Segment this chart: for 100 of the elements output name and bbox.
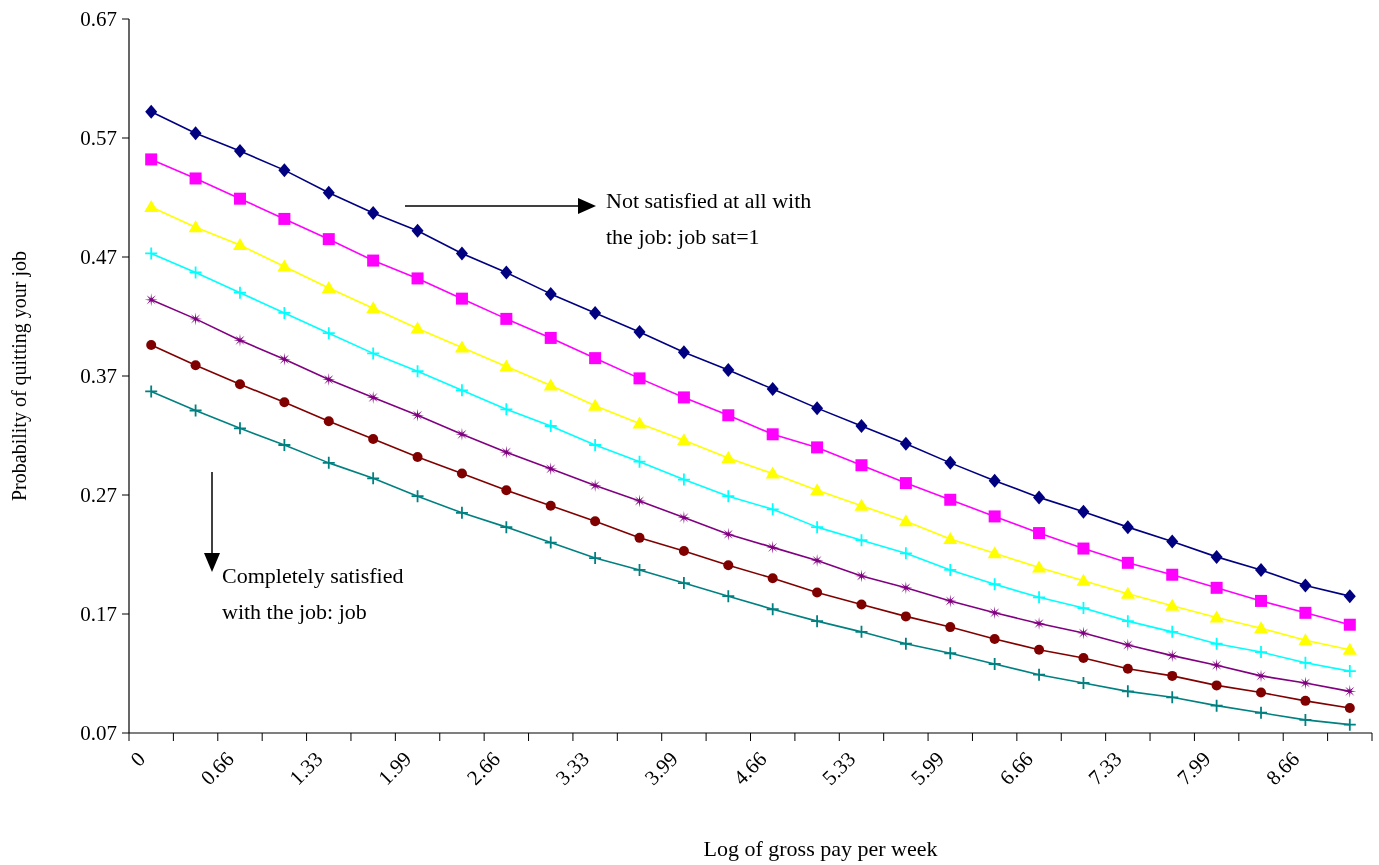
point bbox=[1166, 691, 1179, 704]
point bbox=[410, 321, 425, 334]
point bbox=[499, 445, 513, 459]
point bbox=[766, 428, 779, 441]
point bbox=[1344, 703, 1355, 714]
point bbox=[1033, 591, 1046, 604]
x-tick-label: 0 bbox=[125, 746, 150, 772]
point bbox=[811, 401, 824, 416]
point bbox=[367, 205, 380, 220]
point bbox=[189, 126, 202, 141]
point bbox=[1033, 668, 1046, 681]
point bbox=[233, 286, 246, 299]
point bbox=[988, 578, 1001, 591]
point bbox=[456, 468, 467, 479]
point bbox=[722, 363, 735, 378]
y-tick-label: 0.07 bbox=[80, 721, 117, 746]
point bbox=[633, 372, 646, 385]
point bbox=[900, 611, 911, 622]
point bbox=[1078, 653, 1089, 664]
y-tick-label: 0.27 bbox=[80, 483, 117, 508]
point bbox=[1343, 665, 1356, 678]
point bbox=[1166, 534, 1179, 549]
y-tick-label: 0.47 bbox=[80, 245, 117, 270]
point bbox=[988, 510, 1001, 523]
point bbox=[545, 500, 556, 511]
point bbox=[144, 293, 158, 307]
point bbox=[1210, 699, 1223, 712]
y-tick-label: 0.67 bbox=[80, 7, 117, 32]
point bbox=[677, 577, 690, 590]
x-tick-label: 5.99 bbox=[906, 746, 949, 790]
point bbox=[988, 606, 1002, 620]
point bbox=[322, 233, 335, 246]
point bbox=[1342, 642, 1357, 655]
point bbox=[1299, 606, 1312, 619]
point bbox=[1032, 560, 1047, 573]
point bbox=[1298, 633, 1313, 646]
point bbox=[278, 306, 291, 319]
point bbox=[1209, 610, 1224, 623]
point bbox=[544, 462, 558, 476]
point bbox=[589, 352, 602, 365]
x-tick-label: 1.99 bbox=[373, 746, 417, 790]
point bbox=[1034, 644, 1045, 655]
point bbox=[588, 398, 603, 411]
point bbox=[589, 305, 602, 320]
point bbox=[632, 416, 647, 429]
point bbox=[367, 347, 380, 360]
point bbox=[190, 360, 201, 371]
x-tick-label: 6.66 bbox=[994, 746, 1038, 790]
x-tick-label: 0.66 bbox=[195, 746, 239, 790]
point bbox=[899, 637, 912, 650]
x-tick-label: 5.33 bbox=[817, 746, 861, 790]
x-tick-label: 8.66 bbox=[1261, 746, 1305, 790]
point bbox=[765, 466, 780, 479]
point bbox=[590, 516, 601, 527]
point bbox=[1299, 578, 1312, 593]
point bbox=[188, 220, 203, 233]
point bbox=[633, 324, 646, 339]
annotation: Completely satisfied with the job: job bbox=[222, 563, 404, 624]
point bbox=[144, 200, 159, 213]
point bbox=[500, 265, 513, 280]
point bbox=[677, 345, 690, 360]
y-tick-label: 0.17 bbox=[80, 602, 117, 627]
point bbox=[678, 545, 689, 556]
x-tick-label: 1.33 bbox=[284, 746, 328, 790]
point bbox=[676, 433, 691, 446]
point bbox=[722, 409, 735, 422]
point bbox=[677, 391, 690, 404]
point bbox=[899, 547, 912, 560]
x-tick-label: 3.33 bbox=[550, 746, 594, 790]
y-axis-title: Probability of quitting your job bbox=[8, 251, 31, 501]
point bbox=[766, 382, 779, 397]
point bbox=[146, 340, 157, 351]
point bbox=[1166, 625, 1179, 638]
point bbox=[634, 532, 645, 543]
point bbox=[766, 603, 779, 616]
point bbox=[1121, 638, 1135, 652]
x-tick-label: 7.99 bbox=[1172, 746, 1216, 790]
point bbox=[455, 506, 468, 519]
point bbox=[766, 503, 779, 516]
point bbox=[501, 485, 512, 496]
point bbox=[411, 272, 424, 285]
point bbox=[1300, 695, 1311, 706]
point bbox=[279, 397, 290, 408]
point bbox=[1165, 649, 1179, 663]
point bbox=[500, 403, 513, 416]
y-tick-label: 0.57 bbox=[80, 126, 117, 151]
y-tick-label: 0.37 bbox=[80, 364, 117, 389]
point bbox=[722, 490, 735, 503]
point bbox=[234, 379, 245, 390]
point bbox=[1033, 527, 1046, 540]
point bbox=[944, 647, 957, 660]
point bbox=[944, 493, 957, 506]
point bbox=[1167, 670, 1178, 681]
point bbox=[1210, 637, 1223, 650]
point bbox=[544, 536, 557, 549]
point bbox=[1166, 568, 1179, 581]
point bbox=[987, 546, 1002, 559]
point bbox=[189, 172, 202, 185]
point bbox=[321, 280, 336, 293]
point bbox=[323, 416, 334, 427]
